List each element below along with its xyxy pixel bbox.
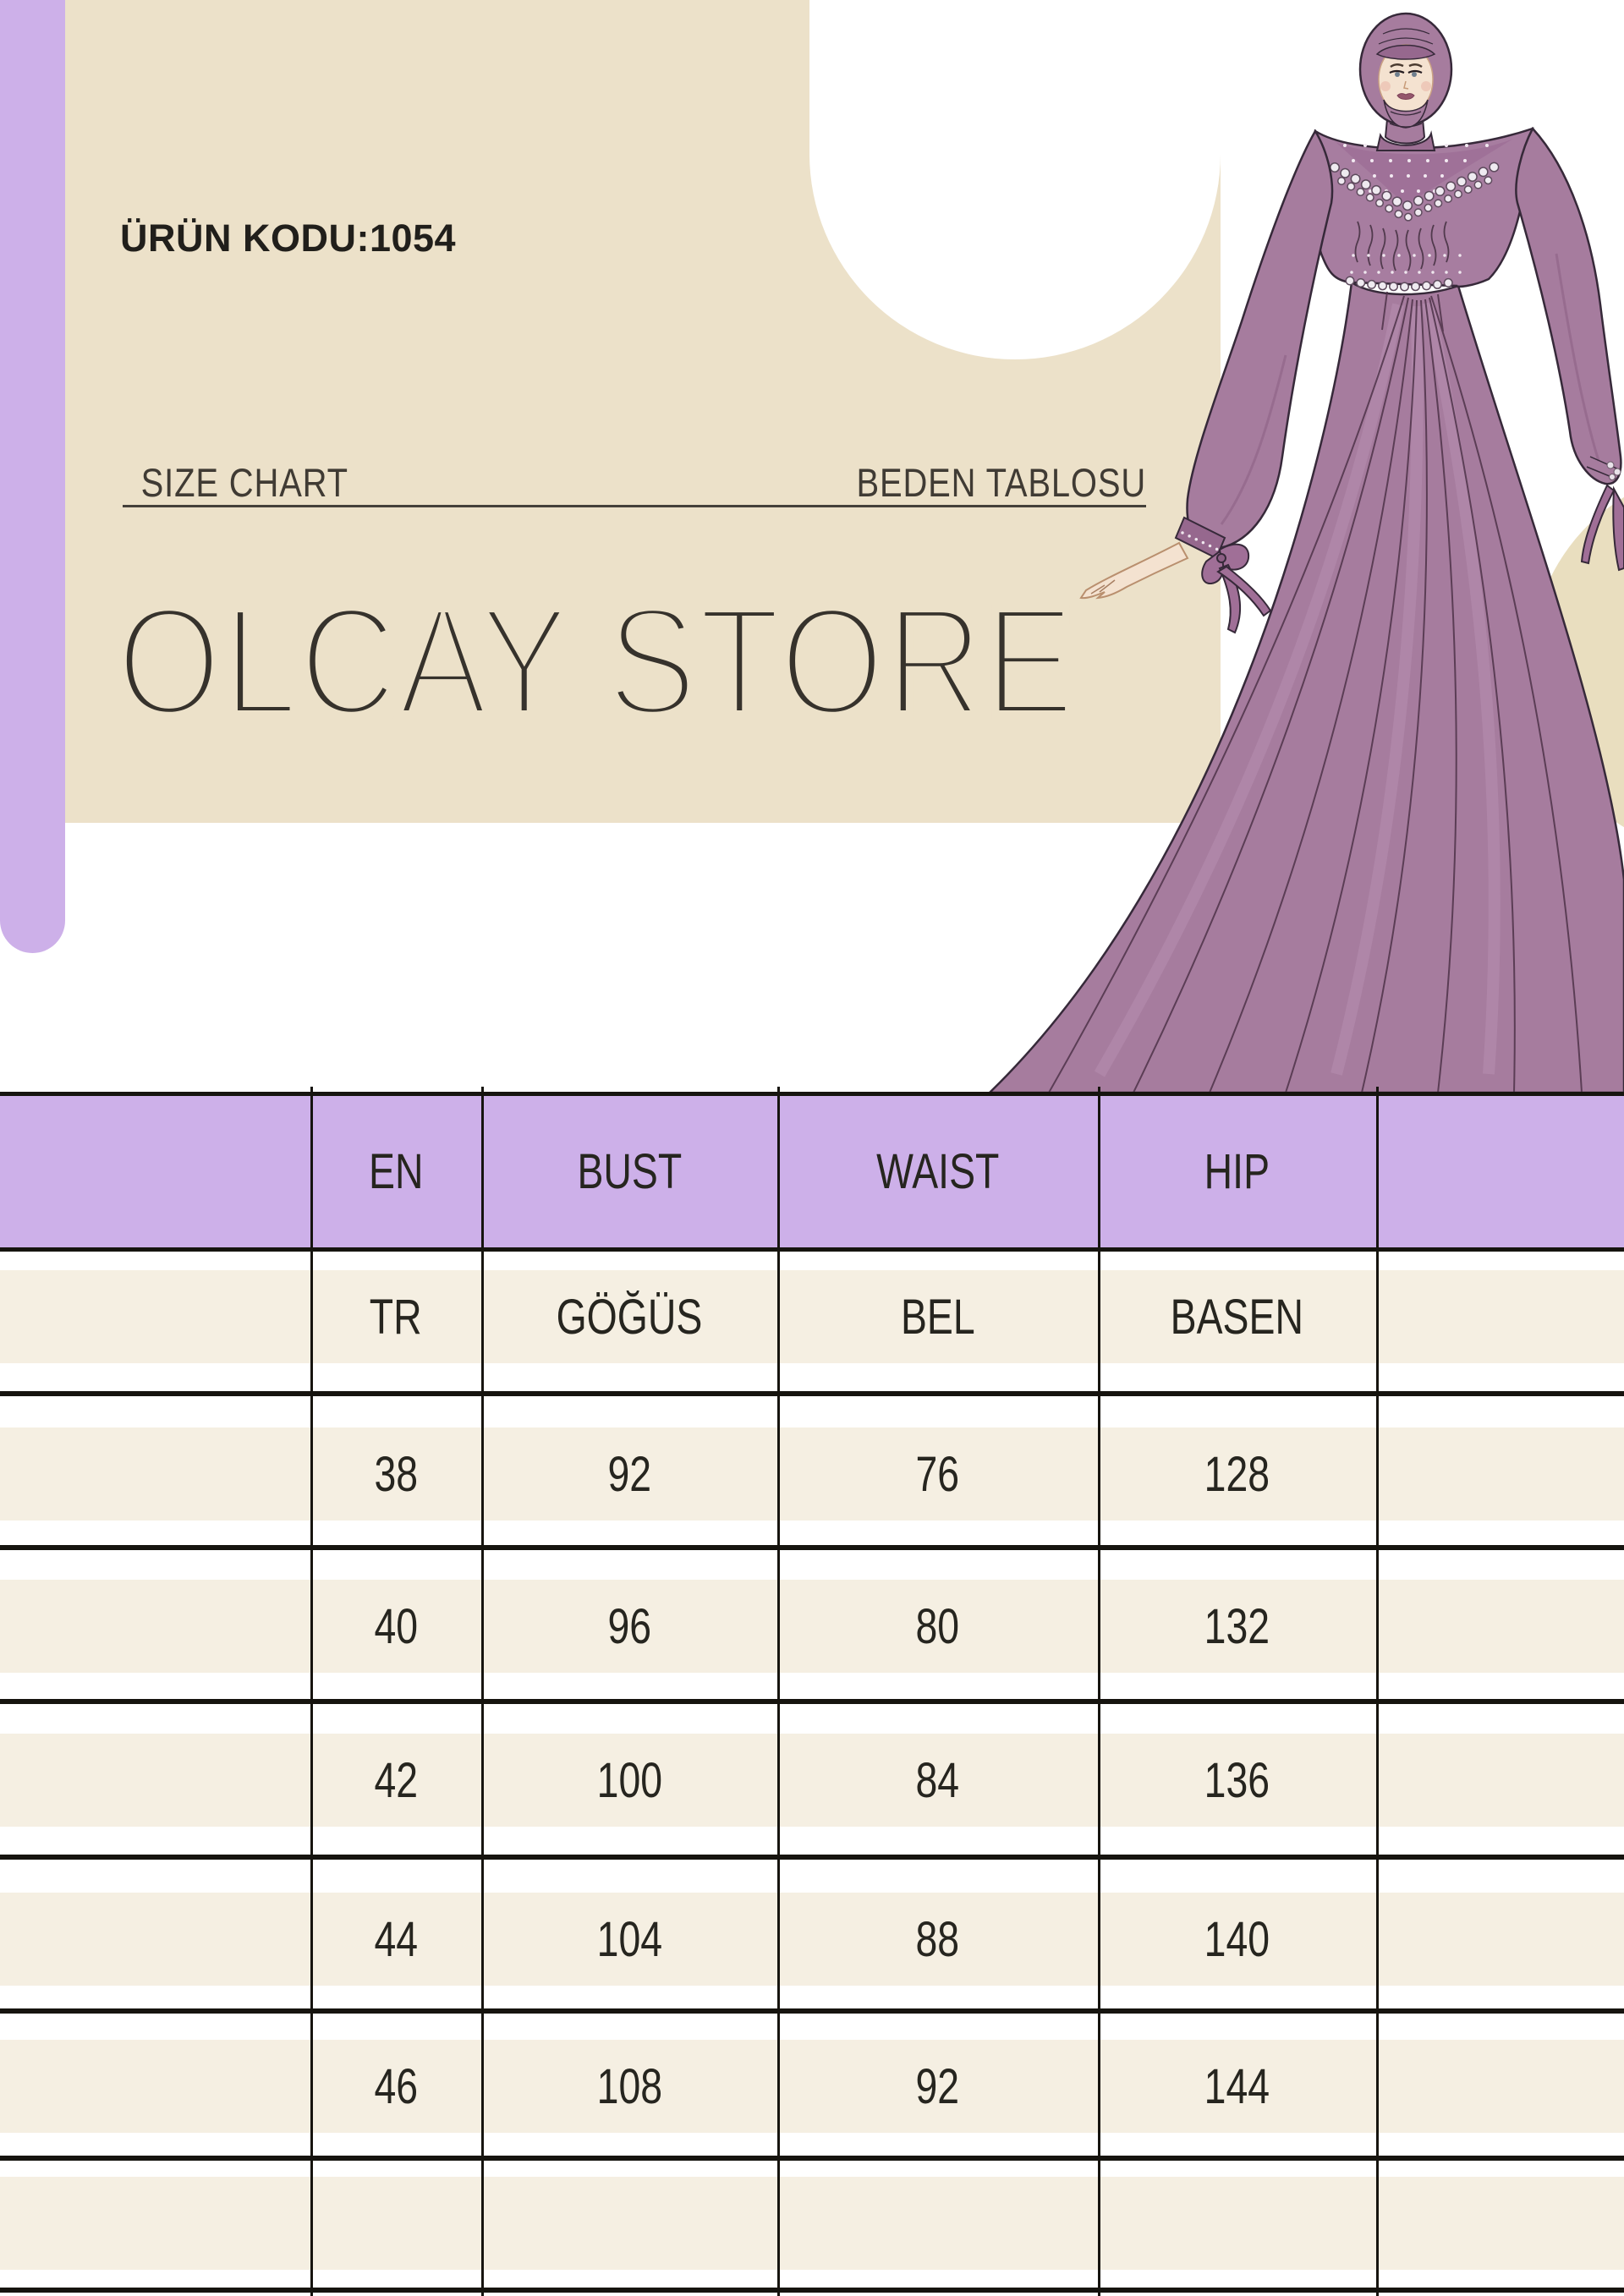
- table-column-line: [777, 1087, 780, 2296]
- table-column-line: [1098, 1087, 1100, 2296]
- header-cell-en: EN: [310, 1096, 481, 1247]
- table-band-42: [0, 1734, 1624, 1827]
- table-line: [0, 2008, 1624, 2014]
- size-46-waist: 92: [915, 2058, 960, 2114]
- table-row: 44: [310, 1893, 481, 1986]
- table-band-38: [0, 1427, 1624, 1521]
- right-sleeve: [1515, 126, 1624, 572]
- size-chart-title-tr: BEDEN TABLOSU: [723, 459, 1146, 506]
- table-row: 92: [481, 1427, 777, 1521]
- size-40-waist: 80: [915, 1598, 960, 1654]
- size-40-en: 40: [374, 1598, 418, 1654]
- table-row: 136: [1098, 1734, 1376, 1827]
- table-row: 38: [310, 1427, 481, 1521]
- table-column-line: [481, 1087, 484, 2296]
- table-row: 100: [481, 1734, 777, 1827]
- left-sleeve: [1174, 129, 1334, 560]
- circle-cutout: [809, 0, 1221, 359]
- table-band-46: [0, 2040, 1624, 2133]
- left-cuff-bow: [1201, 543, 1272, 634]
- table-column-line: [1376, 1087, 1379, 2296]
- size-42-hip: 136: [1204, 1752, 1270, 1808]
- table-row: 92: [777, 2040, 1098, 2133]
- subheader-cell-bel: BEL: [777, 1270, 1098, 1363]
- subheader-cell-tr: TR: [310, 1270, 481, 1363]
- header-en: EN: [368, 1144, 424, 1199]
- model-illustration: [988, 12, 1624, 1093]
- gown-skirt: [988, 280, 1624, 1093]
- table-row: 76: [777, 1427, 1098, 1521]
- size-38-hip: 128: [1204, 1446, 1270, 1502]
- table-line: [0, 2288, 1624, 2293]
- table-line: [0, 1545, 1624, 1550]
- table-row: 140: [1098, 1893, 1376, 1986]
- table-header-band: [0, 1096, 1624, 1247]
- size-44-hip: 140: [1204, 1911, 1270, 1967]
- size-chart-title-tr-text: BEDEN TABLOSU: [856, 460, 1146, 505]
- header-hip: HIP: [1204, 1144, 1270, 1199]
- size-42-bust: 100: [596, 1752, 662, 1808]
- table-band-40: [0, 1580, 1624, 1673]
- size-38-en: 38: [374, 1446, 418, 1502]
- subheader-cell-gogus: GÖĞÜS: [481, 1270, 777, 1363]
- subheader-cell-basen: BASEN: [1098, 1270, 1376, 1363]
- subheader-bel: BEL: [900, 1289, 975, 1345]
- table-band-empty: [0, 2177, 1624, 2270]
- table-row: 108: [481, 2040, 777, 2133]
- size-46-en: 46: [374, 2058, 418, 2114]
- table-row: 104: [481, 1893, 777, 1986]
- size-40-bust: 96: [607, 1598, 651, 1654]
- size-42-en: 42: [374, 1752, 418, 1808]
- product-code: ÜRÜN KODU:1054: [120, 216, 457, 260]
- size-40-hip: 132: [1204, 1598, 1270, 1654]
- table-band-44: [0, 1893, 1624, 1986]
- table-line: [0, 1247, 1624, 1252]
- size-44-en: 44: [374, 1911, 418, 1967]
- header-bust: BUST: [577, 1144, 682, 1199]
- model-face: [1380, 63, 1431, 100]
- subheader-gogus: GÖĞÜS: [556, 1289, 703, 1345]
- size-chart-title-en: SIZE CHART: [123, 459, 367, 506]
- left-hand: [1079, 541, 1189, 600]
- table-row: 42: [310, 1734, 481, 1827]
- size-42-waist: 84: [915, 1752, 960, 1808]
- table-line: [0, 1092, 1624, 1096]
- table-band-tr: [0, 1270, 1624, 1363]
- header-cell-bust: BUST: [481, 1096, 777, 1247]
- title-underline: [123, 505, 1146, 507]
- subheader-tr: TR: [370, 1289, 422, 1345]
- size-38-bust: 92: [607, 1446, 651, 1502]
- size-chart-title-en-text: SIZE CHART: [140, 460, 348, 505]
- size-46-bust: 108: [596, 2058, 662, 2114]
- brand-title: OLCAY STORE: [113, 570, 1078, 752]
- table-line: [0, 2156, 1624, 2161]
- table-line: [0, 1699, 1624, 1704]
- table-row: 88: [777, 1893, 1098, 1986]
- table-line: [0, 1855, 1624, 1860]
- subheader-basen: BASEN: [1170, 1289, 1304, 1345]
- left-accent-bar: [0, 0, 65, 953]
- size-44-bust: 104: [596, 1911, 662, 1967]
- table-row: 84: [777, 1734, 1098, 1827]
- header-waist: WAIST: [875, 1144, 1000, 1199]
- gown-bodice: [1312, 127, 1534, 292]
- model-head: [1358, 12, 1453, 151]
- table-row: 132: [1098, 1580, 1376, 1673]
- header-cell-waist: WAIST: [777, 1096, 1098, 1247]
- table-row: 96: [481, 1580, 777, 1673]
- size-46-hip: 144: [1204, 2058, 1270, 2114]
- table-row: 46: [310, 2040, 481, 2133]
- table-column-line: [310, 1087, 313, 2296]
- table-row: 128: [1098, 1427, 1376, 1521]
- size-44-waist: 88: [915, 1911, 960, 1967]
- table-row: 80: [777, 1580, 1098, 1673]
- size-38-waist: 76: [915, 1446, 960, 1502]
- header-cell-hip: HIP: [1098, 1096, 1376, 1247]
- table-row: 144: [1098, 2040, 1376, 2133]
- table-line: [0, 1391, 1624, 1396]
- table-row: 40: [310, 1580, 481, 1673]
